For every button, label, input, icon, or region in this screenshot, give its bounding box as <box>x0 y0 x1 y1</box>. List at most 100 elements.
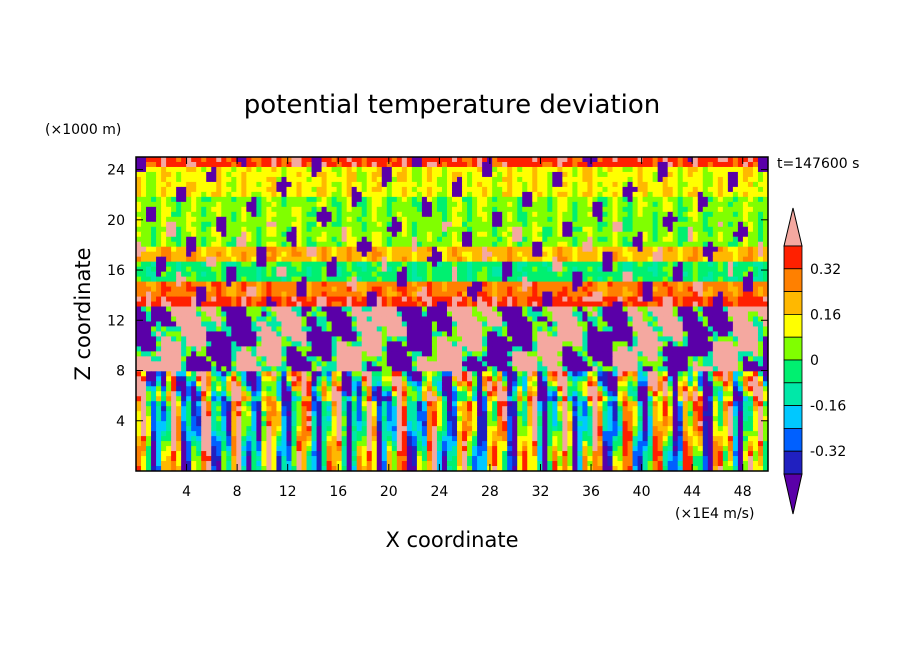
heatmap-cell <box>667 326 674 333</box>
heatmap-cell <box>582 231 589 238</box>
heatmap-cell <box>592 241 599 248</box>
heatmap-cell <box>321 351 328 357</box>
heatmap-cell <box>361 186 368 193</box>
heatmap-cell <box>211 246 217 253</box>
heatmap-cell <box>687 251 694 258</box>
heatmap-cell <box>371 351 378 357</box>
heatmap-cell <box>426 206 433 213</box>
heatmap-cell <box>411 216 418 223</box>
heatmap-cell <box>276 161 283 168</box>
heatmap-cell <box>507 226 513 233</box>
heatmap-cell <box>612 171 619 178</box>
heatmap-cell <box>281 211 288 218</box>
heatmap-cell <box>416 271 423 278</box>
heatmap-cell <box>346 331 353 338</box>
heatmap-cell <box>562 296 568 303</box>
heatmap-cell <box>607 326 614 333</box>
heatmap-cell <box>346 251 353 258</box>
heatmap-cell <box>712 311 719 318</box>
heatmap-cell <box>677 241 684 248</box>
heatmap-cell <box>532 266 538 273</box>
heatmap-cell <box>627 286 634 293</box>
heatmap-cell <box>697 221 704 228</box>
heatmap-cell <box>161 226 167 233</box>
heatmap-cell <box>537 261 543 268</box>
heatmap-cell <box>502 321 508 328</box>
heatmap-cell <box>401 276 408 283</box>
heatmap-cell <box>186 286 192 293</box>
heatmap-cell <box>622 276 629 283</box>
heatmap-cell <box>732 346 739 352</box>
heatmap-cell <box>396 331 403 338</box>
heatmap-cell <box>341 201 348 208</box>
heatmap-cell <box>597 186 604 193</box>
heatmap-cell <box>386 201 393 208</box>
heatmap-cell <box>742 251 749 258</box>
heatmap-cell <box>472 161 478 168</box>
heatmap-cell <box>201 251 207 258</box>
heatmap-cell <box>241 341 247 347</box>
heatmap-cell <box>677 216 684 223</box>
heatmap-cell <box>607 281 614 288</box>
heatmap-cell <box>607 181 614 188</box>
heatmap-cell <box>657 301 664 308</box>
heatmap-cell <box>421 336 428 343</box>
heatmap-cell <box>346 226 353 233</box>
heatmap-cell <box>276 291 283 298</box>
heatmap-cell <box>421 241 428 248</box>
heatmap-cell <box>467 236 473 243</box>
heatmap-cell <box>607 166 614 173</box>
heatmap-cell <box>452 211 458 218</box>
heatmap-cell <box>371 291 378 298</box>
heatmap-cell <box>311 206 318 213</box>
heatmap-cell <box>231 306 237 313</box>
heatmap-cell <box>482 246 488 253</box>
heatmap-cell <box>592 161 599 168</box>
heatmap-cell <box>597 236 604 243</box>
heatmap-cell <box>211 311 217 318</box>
heatmap-cell <box>251 161 257 168</box>
heatmap-cell <box>206 326 212 333</box>
heatmap-cell <box>216 321 222 328</box>
heatmap-cell <box>436 351 443 357</box>
heatmap-cell <box>572 316 578 323</box>
heatmap-cell <box>697 331 704 338</box>
heatmap-cell <box>231 236 237 243</box>
heatmap-cell <box>692 311 699 318</box>
heatmap-cell <box>537 346 543 352</box>
heatmap-cell <box>241 236 247 243</box>
heatmap-cell <box>181 241 187 248</box>
heatmap-cell <box>316 256 323 263</box>
heatmap-cell <box>692 341 699 347</box>
heatmap-cell <box>532 191 538 198</box>
heatmap-cell <box>191 256 197 263</box>
heatmap-cell <box>176 166 182 173</box>
heatmap-cell <box>276 216 283 223</box>
heatmap-cell <box>226 256 232 263</box>
heatmap-cell <box>236 157 242 163</box>
heatmap-cell <box>492 321 498 328</box>
heatmap-cell <box>286 316 293 323</box>
heatmap-cell <box>642 266 649 273</box>
time-label: t=147600 s <box>777 156 859 172</box>
heatmap-cell <box>171 281 177 288</box>
heatmap-cell <box>441 276 448 283</box>
heatmap-cell <box>416 186 423 193</box>
heatmap-cell <box>552 166 558 173</box>
heatmap-cell <box>652 221 659 228</box>
heatmap-cell <box>431 236 438 243</box>
heatmap-cell <box>441 181 448 188</box>
heatmap-cell <box>371 216 378 223</box>
heatmap-cell <box>467 336 473 343</box>
heatmap-cell <box>261 161 268 168</box>
heatmap-cell <box>507 351 513 357</box>
heatmap-cell <box>537 246 543 253</box>
heatmap-cell <box>166 171 172 178</box>
heatmap-cell <box>742 276 749 283</box>
heatmap-cell <box>181 306 187 313</box>
heatmap-cell <box>411 351 418 357</box>
heatmap-cell <box>141 176 147 183</box>
heatmap-cell <box>341 341 348 347</box>
heatmap-cell <box>351 171 358 178</box>
heatmap-cell <box>341 291 348 298</box>
